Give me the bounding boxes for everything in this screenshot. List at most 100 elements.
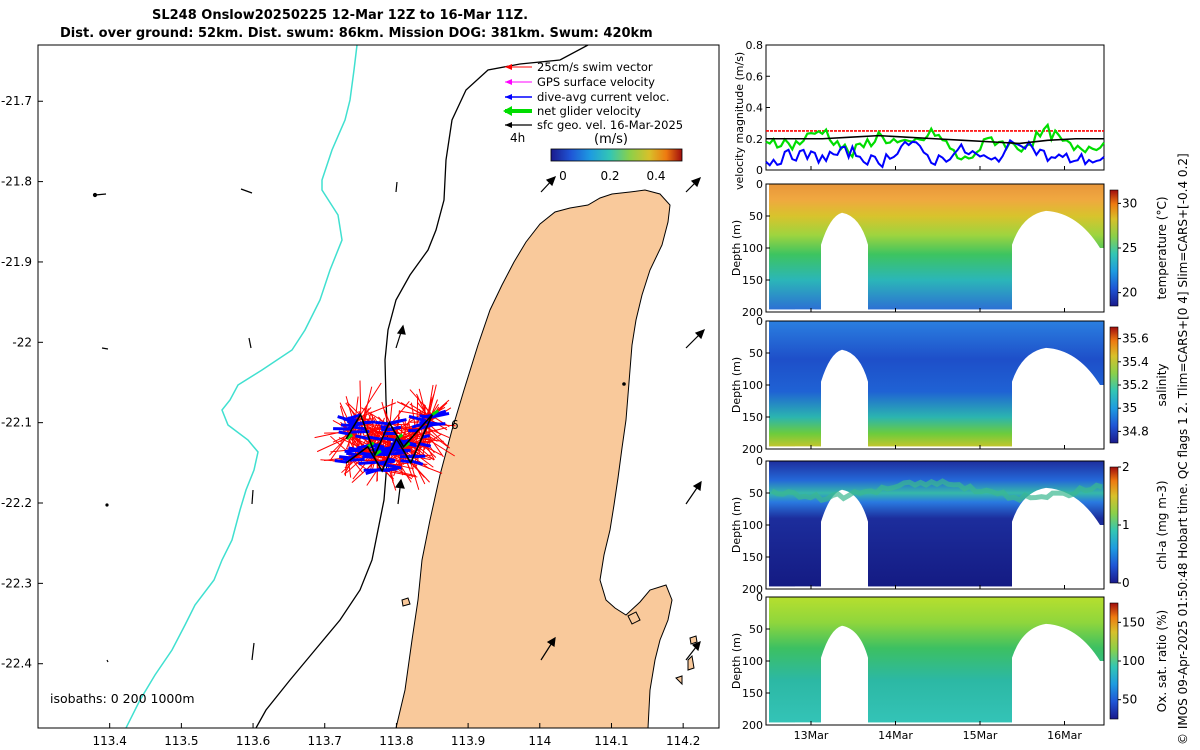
map-y-tick-label: -21.7 [1, 94, 32, 108]
swim-vector [423, 403, 432, 417]
section-y-tick-label: 0 [756, 455, 763, 468]
chl-maximum-band [770, 478, 1103, 504]
glider-track [345, 412, 433, 473]
section-y-tick-label: 100 [742, 242, 763, 255]
section-x-tick-label: 14Mar [878, 729, 913, 742]
velocity-y-tick-label: 0.2 [746, 133, 764, 146]
isobaths-label: isobaths: 0 200 1000m [50, 691, 195, 706]
land [395, 189, 673, 728]
section-y-tick-label: 100 [742, 519, 763, 532]
velocity-line-dive-avg-current [765, 138, 1105, 169]
velocity-line-net-glider [765, 122, 1105, 161]
island [627, 611, 641, 625]
colorbar-tick-label: 34.8 [1122, 424, 1149, 438]
swim-vector [362, 408, 367, 422]
dive-avg-vector [384, 463, 402, 470]
velocity-line-sfc-geo [766, 134, 1104, 145]
dive-avg-vector [353, 425, 366, 431]
section-x-tick-label: 13Mar [794, 729, 829, 742]
colorbar-tick-label: 35 [1122, 401, 1137, 415]
swim-vector [359, 380, 362, 416]
section-y-tick-label: 50 [749, 347, 763, 360]
velocity-series [765, 122, 1105, 170]
map-x-axis: 113.4 113.5 113.6 113.7 113.8 113.9 114 114.1 11… [93, 723, 700, 748]
figure-title-line2: Dist. over ground: 52km. Dist. swum: 86k… [60, 26, 653, 41]
colorbar-label: salinity [1155, 363, 1169, 406]
swim-vector [366, 423, 378, 448]
dive-avg-vector [418, 442, 432, 448]
legend-net: net glider velocity [537, 104, 641, 118]
legend-geo: sfc geo. vel. 16-Mar-2025 [537, 118, 683, 132]
map-y-tick-label: -21.8 [1, 175, 32, 189]
dive-avg-vector [349, 457, 365, 462]
dive-avg-vector [367, 435, 383, 441]
swim-vector [371, 433, 393, 449]
section-colorbar [1109, 326, 1119, 444]
colorbar-tick-label: 35.2 [1122, 378, 1149, 392]
dive-avg-vector [421, 413, 432, 419]
no-data-region [1012, 210, 1104, 312]
no-data-region [1012, 487, 1104, 589]
section-y-tick-label: 150 [742, 274, 763, 287]
swim-vector [385, 461, 414, 470]
swim-vector [408, 459, 430, 483]
section-y-tick-label: 100 [742, 655, 763, 668]
colorbar-tick-label: 2 [1122, 460, 1130, 474]
swim-vector [394, 410, 401, 443]
dive-avg-vector [365, 467, 382, 476]
velocity-axes [765, 44, 1105, 171]
map-y-tick-label: -22.1 [1, 416, 32, 430]
swim-vector [397, 427, 412, 439]
dive-avg-vector [421, 434, 431, 439]
island [689, 635, 698, 645]
speed-colorbar [550, 148, 683, 162]
dive-avg-vector [346, 418, 358, 424]
speed-tick: 0.4 [646, 169, 665, 183]
swim-vector [381, 401, 389, 425]
dive-avg-vector [385, 459, 395, 464]
colorbar-tick-label: 25 [1122, 241, 1137, 255]
dive-avg-vector [346, 451, 358, 457]
section-y-tick-label: 50 [749, 487, 763, 500]
swim-vector [423, 423, 451, 449]
swim-vector [346, 401, 361, 416]
figure-title-line1: SL248 Onslow20250225 12-Mar 12Z to 16-Ma… [151, 8, 529, 23]
dive-avg-vector [388, 418, 407, 425]
section-y-tick-label: 100 [742, 379, 763, 392]
speed-tick: 0 [559, 169, 567, 183]
map-x-tick-label: 113.9 [451, 734, 485, 748]
section-chl-a: 0 50 100 150 200 Depth (m) 0 1 2 chl-a (mg m-3) [730, 455, 1169, 596]
no-data-region [821, 349, 868, 449]
swim-vector [417, 430, 435, 454]
isobath-200 [255, 45, 589, 728]
swim-vector-field [314, 380, 456, 491]
velocity-y-tick-label: 0.6 [746, 70, 764, 83]
colorbar-tick-label: 150 [1122, 615, 1145, 629]
colorbar-tick-label: 0 [1122, 576, 1130, 590]
map-y-tick-label: -22 [12, 335, 32, 349]
colorbar-label: temperature (°C) [1155, 197, 1169, 300]
map-y-tick-label: -22.2 [1, 496, 32, 510]
legend-swim: 25cm/s swim vector [537, 60, 653, 74]
no-data-region [766, 446, 1106, 449]
no-data-region [821, 489, 868, 589]
no-data-region [766, 722, 1106, 725]
section-y-tick-label: 0 [756, 315, 763, 328]
section-x-tick-label: 16Mar [1047, 729, 1082, 742]
legend-timestep: 4h [510, 131, 525, 145]
dive-avg-vector [411, 422, 425, 429]
map-x-tick-label: 114.1 [594, 734, 628, 748]
velocity-y-axis: 0 0.2 0.4 0.6 0.8 [746, 39, 770, 177]
map-y-tick-label: -22.3 [1, 576, 32, 590]
net-vector [395, 433, 404, 440]
map-y-axis: -21.7 -21.8 -21.9 -22 -22.1 -22.2 -22.3 -22.4 [1, 94, 43, 671]
dive-avg-vector [340, 423, 355, 428]
net-vector [431, 409, 440, 416]
dive-avg-vector [344, 448, 364, 453]
velocity-y-tick-label: 0 [756, 164, 763, 177]
section-y-tick-label: 50 [749, 210, 763, 223]
velocity-y-tick-label: 0.4 [746, 102, 764, 115]
island [687, 654, 695, 671]
dive-avg-vector [380, 425, 388, 429]
swim-vector [361, 402, 397, 418]
